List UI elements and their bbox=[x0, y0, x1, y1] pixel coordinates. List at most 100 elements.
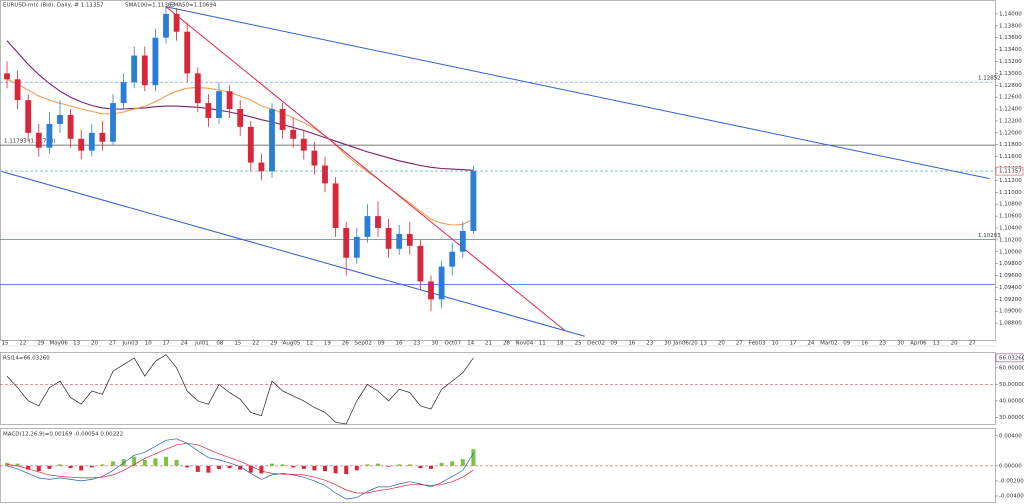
date-label: Apr06 bbox=[910, 341, 927, 347]
candle-body bbox=[216, 91, 222, 118]
date-label: 24 bbox=[807, 341, 814, 347]
date-label: 24 bbox=[181, 341, 188, 347]
date-label: Jan06/20 bbox=[672, 341, 698, 347]
macd-histogram-bar bbox=[280, 464, 285, 466]
date-label: 25 bbox=[575, 341, 582, 347]
date-label: 15 bbox=[234, 341, 241, 347]
date-label: 13 bbox=[700, 341, 707, 347]
trendline bbox=[1, 171, 585, 337]
date-label: 20 bbox=[951, 341, 958, 347]
candle-body bbox=[322, 165, 328, 184]
macd-histogram-bar bbox=[323, 465, 327, 472]
y-tick-label: 1.12600 bbox=[999, 95, 1022, 101]
candle-body bbox=[247, 126, 254, 163]
overlay-legend: EMA50=1.10694 bbox=[170, 3, 217, 9]
macd-histogram-bar bbox=[26, 465, 31, 470]
y-tick-label: 1.13800 bbox=[999, 23, 1022, 29]
macd-histogram-bar bbox=[365, 464, 370, 466]
macd-line bbox=[6, 442, 474, 494]
macd-histogram-bar bbox=[164, 456, 168, 466]
candle-body bbox=[311, 150, 318, 166]
y-tick-label: 0.00400 bbox=[999, 433, 1022, 439]
candle-body bbox=[184, 31, 191, 74]
macd-histogram-bar bbox=[450, 461, 455, 466]
date-label: 17 bbox=[790, 341, 797, 347]
macd-histogram-bar bbox=[142, 459, 147, 466]
date-label: Oct07 bbox=[444, 341, 461, 347]
date-label: 09 bbox=[843, 341, 850, 347]
date-label: 10 bbox=[145, 341, 152, 347]
candle-body bbox=[385, 227, 392, 249]
macd-histogram-bar bbox=[79, 465, 84, 471]
date-label: 21 bbox=[485, 341, 492, 347]
date-label: 23 bbox=[413, 341, 420, 347]
date-label: 23 bbox=[646, 341, 653, 347]
y-tick-label: 1.13400 bbox=[999, 47, 1022, 53]
date-label: 27 bbox=[969, 341, 976, 347]
macd-histogram-bar bbox=[460, 459, 465, 466]
macd-line bbox=[6, 438, 474, 500]
date-label: 27 bbox=[109, 341, 116, 347]
date-label: May06 bbox=[50, 341, 69, 347]
macd-histogram-bar bbox=[36, 465, 41, 472]
trendline bbox=[165, 6, 565, 331]
date-label: 20 bbox=[91, 341, 98, 347]
macd-histogram-bar bbox=[397, 464, 402, 466]
y-tick-label: 1.13200 bbox=[999, 59, 1022, 65]
candle-body bbox=[88, 132, 95, 151]
y-tick-label: 1.12800 bbox=[999, 83, 1022, 89]
candle-body bbox=[57, 114, 63, 124]
y-tick-label: 1.09000 bbox=[999, 309, 1022, 315]
candle-body bbox=[67, 114, 74, 139]
macd-histogram-bar bbox=[291, 465, 296, 468]
date-label: 10 bbox=[772, 341, 779, 347]
candle-body bbox=[194, 73, 201, 104]
candle-body bbox=[141, 55, 148, 86]
date-label: 09 bbox=[378, 341, 385, 347]
y-tick-label: 1.09200 bbox=[999, 297, 1022, 303]
y-tick-label: 1.09400 bbox=[999, 285, 1022, 291]
date-label: 30 bbox=[431, 341, 438, 347]
date-label: 26 bbox=[342, 341, 349, 347]
macd-histogram-bar bbox=[132, 456, 137, 466]
y-tick-label: 1.14000 bbox=[999, 11, 1022, 17]
date-label: 22 bbox=[252, 341, 259, 347]
candle-body bbox=[99, 132, 106, 142]
candle-body bbox=[438, 266, 445, 300]
macd-histogram-bar bbox=[227, 465, 232, 469]
date-label: 11 bbox=[539, 341, 546, 347]
date-label: 16 bbox=[396, 341, 403, 347]
candle-body bbox=[449, 251, 456, 267]
y-tick-label: 0.00000 bbox=[999, 463, 1022, 469]
level-label: 1.12852 bbox=[978, 76, 1001, 82]
date-label: 29 bbox=[270, 341, 277, 347]
date-label: 08 bbox=[216, 341, 223, 347]
last-price-label: 1.11357 bbox=[999, 169, 1022, 175]
candle-body bbox=[205, 103, 212, 118]
macd-histogram-bar bbox=[89, 465, 94, 468]
macd-histogram-bar bbox=[376, 463, 380, 466]
date-label: Jun03 bbox=[122, 341, 139, 347]
candle-body bbox=[269, 109, 275, 172]
date-label: 16 bbox=[628, 341, 635, 347]
candle-body bbox=[396, 233, 403, 249]
date-label: 13 bbox=[73, 341, 80, 347]
macd-histogram-bar bbox=[153, 458, 158, 466]
macd-histogram-bar bbox=[259, 465, 264, 474]
y-tick-label: 1.13600 bbox=[999, 35, 1022, 41]
candle-body bbox=[343, 227, 350, 258]
price-panel-frame bbox=[0, 0, 996, 341]
last-price-label-box bbox=[995, 166, 1024, 176]
candle-body bbox=[173, 13, 180, 32]
y-tick-label: 1.10000 bbox=[999, 249, 1022, 255]
y-tick-label: 1.11800 bbox=[999, 142, 1022, 148]
candle-body bbox=[332, 183, 339, 228]
macd-histogram-bar bbox=[429, 465, 433, 469]
date-label: Aug05 bbox=[283, 341, 301, 347]
date-label: 29 bbox=[37, 341, 44, 347]
y-tick-label: 1.12200 bbox=[999, 118, 1022, 124]
y-tick-label: 40.00000 bbox=[999, 398, 1024, 404]
candle-body bbox=[300, 138, 307, 151]
macd-histogram-bar bbox=[439, 462, 444, 466]
trendline bbox=[165, 6, 990, 180]
